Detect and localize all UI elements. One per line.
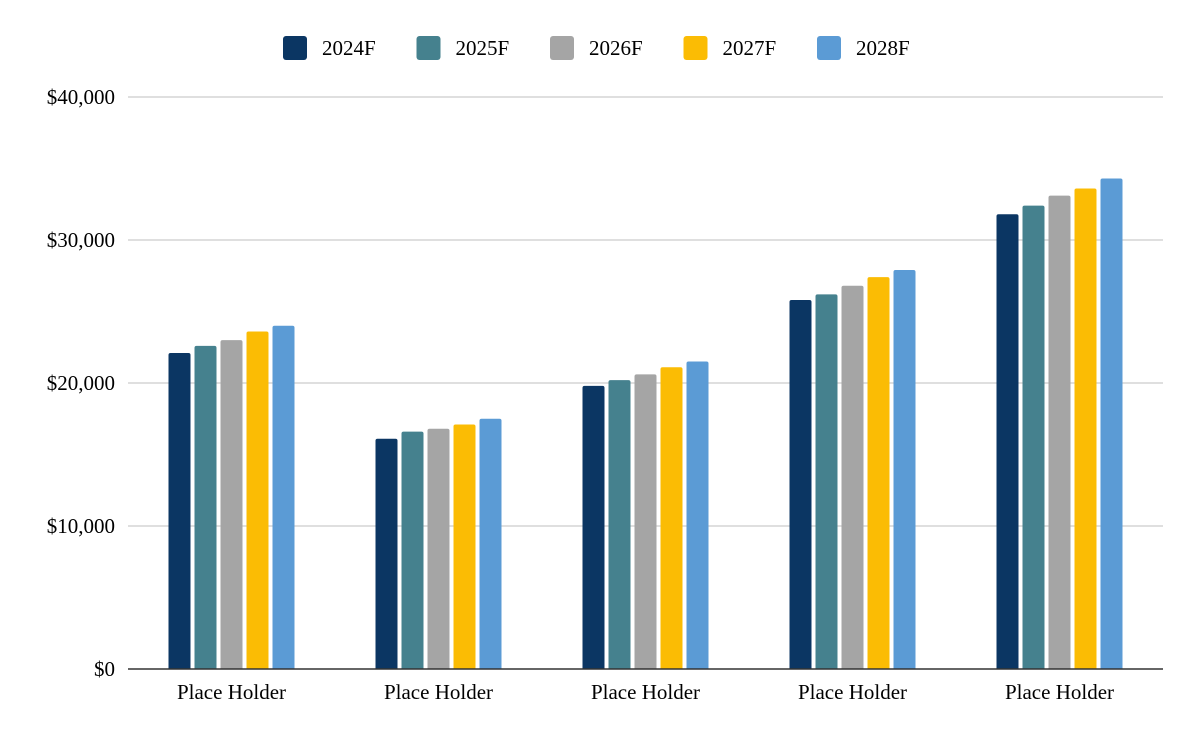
y-axis: $0 $10,000 $20,000 $30,000 $40,000 <box>47 85 115 681</box>
bar-2027F-cat-3 <box>660 367 683 669</box>
bar-2024F-cat-4 <box>789 300 812 669</box>
bar-2025F-cat-3 <box>608 380 631 669</box>
x-axis: Place Holder Place Holder Place Holder Plac… <box>128 668 1163 704</box>
legend-label: 2024F <box>322 36 376 60</box>
bar-2024F-cat-2 <box>375 438 398 669</box>
bar-2027F-cat-2 <box>453 424 476 669</box>
legend-item-2024F: 2024F <box>283 36 376 60</box>
bar-2028F-cat-3 <box>686 361 709 669</box>
legend-label: 2027F <box>723 36 777 60</box>
legend-label: 2026F <box>589 36 643 60</box>
bar-2028F-cat-1 <box>272 325 295 669</box>
legend-item-2027F: 2027F <box>683 36 777 60</box>
legend-swatch <box>550 36 574 60</box>
y-tick-label: $30,000 <box>47 228 115 252</box>
x-tick-label: Place Holder <box>177 680 286 704</box>
bar-2026F-cat-5 <box>1048 195 1071 670</box>
bar-2025F-cat-2 <box>401 431 424 669</box>
legend-swatch <box>817 36 841 60</box>
bars <box>168 178 1123 670</box>
legend-label: 2025F <box>456 36 510 60</box>
bar-2026F-cat-3 <box>634 374 657 669</box>
legend-label: 2028F <box>856 36 910 60</box>
y-tick-label: $10,000 <box>47 514 115 538</box>
y-tick-label: $40,000 <box>47 85 115 109</box>
bar-2025F-cat-5 <box>1022 205 1045 669</box>
y-tick-label: $20,000 <box>47 371 115 395</box>
bar-2025F-cat-1 <box>194 345 217 669</box>
bar-2025F-cat-4 <box>815 294 838 669</box>
x-tick-label: Place Holder <box>798 680 907 704</box>
x-tick-label: Place Holder <box>1005 680 1114 704</box>
bar-2026F-cat-4 <box>841 285 864 669</box>
bar-2027F-cat-1 <box>246 331 269 669</box>
bar-2024F-cat-1 <box>168 352 191 669</box>
bar-2027F-cat-4 <box>867 277 890 669</box>
legend-item-2028F: 2028F <box>817 36 910 60</box>
bar-2027F-cat-5 <box>1074 188 1097 669</box>
x-tick-label: Place Holder <box>384 680 493 704</box>
legend-swatch <box>416 36 441 60</box>
bar-2024F-cat-3 <box>582 385 605 669</box>
bar-2028F-cat-2 <box>479 418 502 669</box>
bar-2028F-cat-5 <box>1100 178 1123 669</box>
bar-2028F-cat-4 <box>893 270 916 669</box>
legend-item-2026F: 2026F <box>550 36 643 60</box>
bar-2024F-cat-5 <box>996 214 1019 669</box>
x-tick-label: Place Holder <box>591 680 700 704</box>
bar-2026F-cat-2 <box>427 428 450 669</box>
legend: 2024F 2025F 2026F 2027F 2028F <box>283 36 910 60</box>
y-tick-label: $0 <box>94 657 115 681</box>
legend-item-2025F: 2025F <box>416 36 510 60</box>
legend-swatch <box>283 36 307 60</box>
bar-2026F-cat-1 <box>220 340 243 669</box>
legend-swatch <box>683 36 708 60</box>
